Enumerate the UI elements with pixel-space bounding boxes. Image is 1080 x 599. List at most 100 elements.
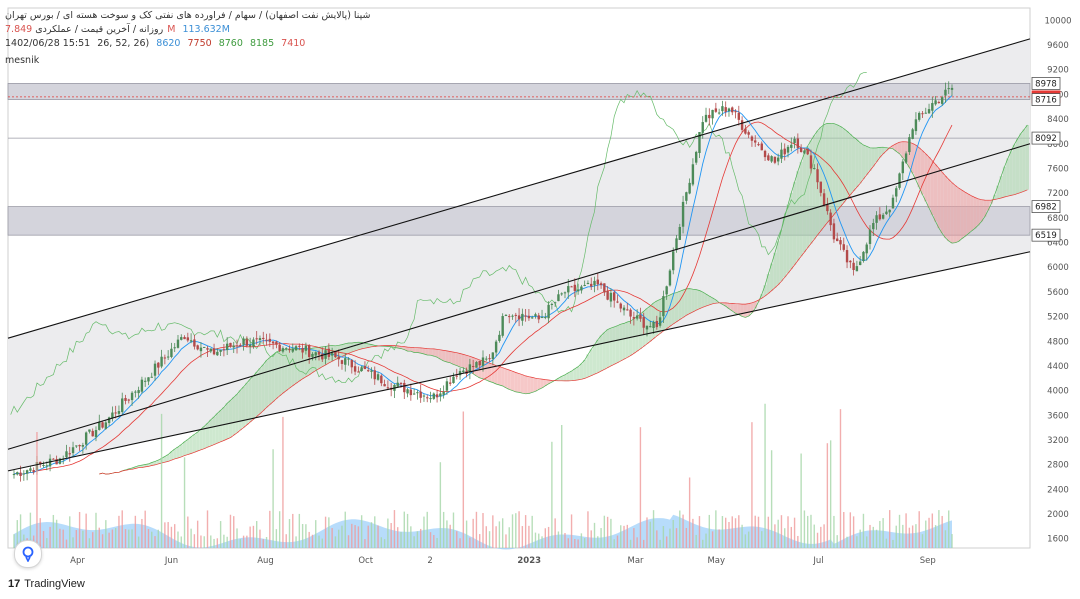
candle-body (649, 326, 652, 328)
candle-body (399, 382, 403, 384)
candle-body (822, 193, 826, 206)
candle-body (314, 352, 317, 356)
candle-body (481, 357, 485, 367)
candle-body (573, 284, 577, 291)
candle-body (829, 212, 832, 226)
candle-body (209, 348, 212, 352)
candle-body (832, 223, 836, 240)
candle-body (603, 283, 606, 293)
candle-body (714, 108, 718, 112)
candle-body (25, 470, 29, 474)
tradingview-name: TradingView (24, 578, 85, 590)
candle-body (793, 138, 796, 144)
candle-body (599, 283, 603, 286)
candle-body (380, 375, 383, 384)
candle-body (783, 148, 786, 155)
candle-body (717, 112, 721, 114)
candle-body (255, 338, 258, 340)
candle-body (488, 358, 491, 360)
candle-body (576, 289, 580, 292)
tradingview-logo-icon: 17 (8, 578, 21, 590)
candle-body (239, 344, 242, 346)
candle-body (396, 382, 399, 387)
candle-body (504, 315, 508, 317)
candle-body (534, 314, 537, 316)
candle-body (580, 286, 583, 291)
volume-value-a: 7.849M (5, 24, 176, 35)
candle-body (550, 303, 554, 305)
y-tick-label: 3600 (1047, 411, 1069, 421)
price-label-box (1031, 131, 1061, 145)
candle-body (944, 89, 947, 96)
candle-body (258, 338, 262, 341)
price-label-box (1031, 77, 1061, 90)
candle-body (734, 111, 737, 113)
candle-body (567, 286, 570, 293)
candle-body (934, 100, 937, 105)
candle-body (150, 376, 153, 378)
candle-body (317, 351, 321, 355)
candle-body (75, 445, 78, 447)
candle-body (245, 339, 249, 346)
candle-body (304, 345, 308, 351)
y-tick-label: 4800 (1047, 337, 1069, 347)
candle-body (81, 444, 85, 447)
datetime-label: 1402/06/28 15:51 (5, 38, 91, 49)
candle-body (665, 286, 668, 295)
x-tick-label: 2 (427, 556, 432, 566)
candle-body (219, 349, 222, 352)
y-tick-label: 5600 (1047, 288, 1069, 298)
candle-body (721, 106, 724, 112)
candle-body (786, 146, 790, 153)
candle-body (232, 345, 235, 348)
candle-body (65, 451, 68, 458)
ichimoku-tenkan: 8620 (156, 38, 181, 49)
y-tick-label: 4400 (1047, 362, 1069, 372)
candle-body (517, 315, 521, 320)
candle-body (225, 343, 229, 351)
candle-body (455, 375, 458, 377)
y-tick-label: 2400 (1047, 485, 1069, 495)
y-tick-label: 6400 (1047, 239, 1069, 249)
help-button[interactable] (14, 540, 42, 568)
x-tick-label: 2023 (517, 556, 541, 566)
candle-body (298, 345, 301, 347)
candle-body (68, 453, 71, 455)
candle-body (947, 88, 950, 90)
candle-body (658, 317, 662, 326)
ichimoku-params: 26, 52, 26) (97, 38, 150, 49)
candle-body (157, 362, 160, 368)
candle-body (731, 107, 734, 113)
candle-body (357, 371, 360, 373)
candle-body (780, 149, 783, 159)
candle-body (321, 353, 324, 360)
candle-body (137, 390, 140, 394)
y-tick-label: 10000 (1044, 16, 1071, 26)
tradingview-branding[interactable]: 17 TradingView (8, 578, 85, 590)
candle-body (737, 112, 741, 120)
channel-fill (8, 38, 1030, 471)
candle-body (435, 394, 439, 398)
candle-body (429, 398, 432, 400)
candle-body (170, 348, 173, 357)
y-tick-label: 7600 (1047, 164, 1069, 174)
candle-body (865, 244, 868, 254)
candle-body (111, 412, 114, 419)
candle-body (927, 109, 931, 114)
candle-body (590, 283, 593, 287)
candle-body (330, 353, 334, 356)
candle-body (478, 360, 481, 366)
candle-body (685, 192, 688, 201)
candle-body (557, 294, 560, 302)
candle-body (189, 340, 193, 342)
candle-body (839, 240, 842, 245)
candle-body (629, 309, 632, 317)
channel-upper-line (7, 38, 1031, 339)
candle-body (809, 155, 813, 169)
candle-body (760, 143, 763, 151)
candle-body (681, 201, 685, 227)
candle-body (491, 352, 495, 360)
candle-body (773, 156, 777, 163)
x-tick-label: Oct (358, 556, 373, 566)
